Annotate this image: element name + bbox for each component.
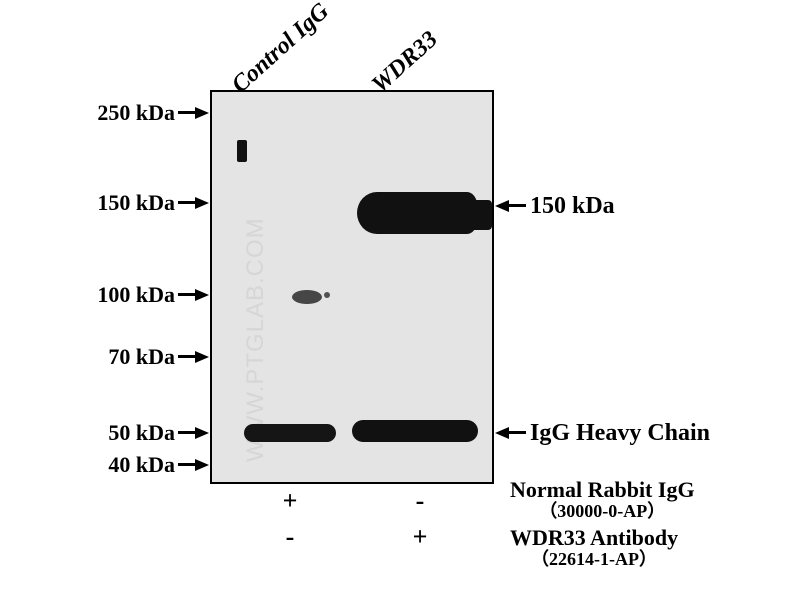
band150-label: 150 kDa (530, 193, 615, 220)
mw-40: 40 kDa (80, 452, 175, 478)
lane-label-control: Control IgG (227, 0, 335, 99)
smudge-lane1-95kda-dot (324, 292, 330, 298)
mw-40-arrow (195, 459, 209, 471)
reagent-1-cat: （30000-0-AP） (510, 502, 695, 522)
artifact-top-lane1 (237, 140, 247, 162)
mw-150-arrowline (178, 201, 196, 204)
reagent-2: WDR33 Antibody （22614-1-AP） (510, 526, 678, 570)
mw-70-arrow (195, 351, 209, 363)
reagent-2-name: WDR33 Antibody (510, 525, 678, 550)
pm-r2c2: + (400, 522, 440, 552)
mw-100: 100 kDa (80, 282, 175, 308)
igghc-label: IgG Heavy Chain (530, 420, 710, 447)
smudge-lane1-95kda (292, 290, 322, 304)
igghc-arrow (495, 427, 509, 439)
mw-50: 50 kDa (80, 420, 175, 446)
pm-r1c2: - (400, 486, 440, 516)
band-wdr33-150kda (357, 192, 477, 234)
band-igg-heavy-lane1 (244, 424, 336, 442)
lane-label-wdr33: WDR33 (367, 26, 444, 99)
band-wdr33-150kda-tail (462, 200, 492, 230)
band150-arrowline (508, 204, 526, 207)
band-igg-heavy-lane2 (352, 420, 478, 442)
figure-container: WWW.PTGLAB.COM Control IgG WDR33 250 kDa… (0, 0, 800, 600)
reagent-1-name: Normal Rabbit IgG (510, 477, 695, 502)
reagent-1: Normal Rabbit IgG （30000-0-AP） (510, 478, 695, 522)
mw-150-arrow (195, 197, 209, 209)
mw-250-arrowline (178, 111, 196, 114)
pm-r1c1: + (270, 486, 310, 516)
igghc-arrowline (508, 431, 526, 434)
reagent-2-cat: （22614-1-AP） (510, 550, 678, 570)
mw-50-arrowline (178, 431, 196, 434)
blot-frame: WWW.PTGLAB.COM (210, 90, 494, 484)
pm-r2c1: - (270, 522, 310, 552)
mw-150: 150 kDa (80, 190, 175, 216)
mw-70: 70 kDa (80, 344, 175, 370)
mw-250: 250 kDa (80, 100, 175, 126)
mw-70-arrowline (178, 355, 196, 358)
mw-250-arrow (195, 107, 209, 119)
band150-arrow (495, 200, 509, 212)
mw-100-arrow (195, 289, 209, 301)
mw-40-arrowline (178, 463, 196, 466)
mw-50-arrow (195, 427, 209, 439)
mw-100-arrowline (178, 293, 196, 296)
